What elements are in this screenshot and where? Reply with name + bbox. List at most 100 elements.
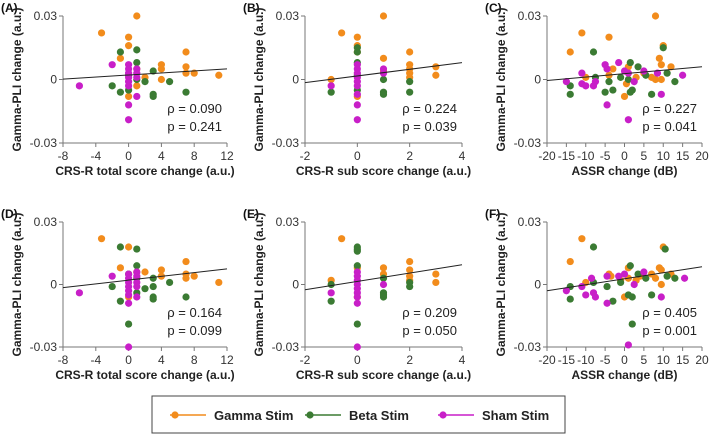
data-point-gamma-stim [157,266,165,274]
x-tick-label: 4 [459,149,466,163]
x-axis-label: ASSR change (dB) [571,164,677,178]
regression-line [62,68,228,80]
data-point-beta-stim [589,48,598,56]
data-point-gamma-stim [379,54,388,62]
data-point-sham-stim [578,69,586,77]
data-point-beta-stim [353,48,361,56]
data-point-beta-stim [609,86,617,94]
regression-line [304,62,463,84]
data-point-beta-stim [166,78,174,86]
x-tick-label: 10 [657,353,671,367]
y-axis-label: Gamma-PLI change (a.u.) [494,7,508,151]
data-point-beta-stim [406,78,414,86]
p-value-label: p = 0.001 [642,323,697,338]
data-point-gamma-stim [182,63,190,71]
legend-item-gamma-stim: Gamma Stim [170,408,293,423]
data-point-gamma-stim [133,82,141,90]
data-point-sham-stim [680,274,689,282]
data-point-gamma-stim [215,278,223,287]
x-tick-label: 0 [621,149,628,163]
data-point-sham-stim [640,67,648,75]
data-point-beta-stim [603,282,611,291]
data-point-gamma-stim [432,278,440,287]
data-point-beta-stim [108,282,116,291]
rho-label: ρ = 0.224 [402,101,457,116]
y-tick-label: 0 [292,278,299,292]
x-tick-label: -15 [558,149,576,163]
data-point-beta-stim [182,293,190,301]
x-tick-label: -20 [538,353,556,367]
data-point-sham-stim [603,65,611,73]
data-point-gamma-stim [651,274,660,282]
data-point-beta-stim [149,282,157,291]
data-point-sham-stim [75,82,83,90]
data-point-gamma-stim [338,235,346,243]
x-tick-label: 0 [354,149,361,163]
x-tick-label: 5 [641,149,648,163]
data-point-gamma-stim [578,235,586,243]
data-point-sham-stim [125,82,133,90]
y-tick-label: 0.03 [34,9,58,23]
data-point-gamma-stim [182,257,190,266]
data-point-gamma-stim [125,92,133,101]
data-point-beta-stim [379,274,388,282]
data-point-beta-stim [133,58,141,67]
data-point-gamma-stim [379,264,388,272]
data-point-beta-stim [642,274,650,282]
data-point-sham-stim [603,299,611,307]
regression-line [304,264,463,291]
x-tick-label: 12 [220,353,234,367]
x-tick-label: 20 [695,149,709,163]
data-point-beta-stim [566,90,574,98]
data-point-beta-stim [141,78,149,86]
p-value-label: p = 0.241 [167,119,222,134]
x-tick-label: 4 [459,353,466,367]
data-point-gamma-stim [182,48,190,56]
data-point-beta-stim [133,46,141,54]
data-point-sham-stim [75,289,83,297]
y-tick-label: 0.03 [518,9,542,23]
data-point-sham-stim [327,82,335,90]
p-value-label: p = 0.050 [402,323,457,338]
x-tick-label: 5 [641,353,648,367]
data-point-beta-stim [609,297,617,305]
x-tick-label: 0 [621,353,628,367]
data-point-beta-stim [648,90,656,98]
data-point-sham-stim [353,90,361,98]
data-point-gamma-stim [432,63,440,71]
data-point-gamma-stim [125,243,133,251]
data-point-sham-stim [582,291,590,299]
panel-label: (E) [243,207,259,221]
data-point-gamma-stim [157,65,165,73]
data-point-gamma-stim [566,257,574,266]
rho-label: ρ = 0.164 [167,305,222,320]
x-axis-label: CRS-R sub score change (a.u.) [296,368,471,382]
data-point-beta-stim [379,293,388,301]
data-point-gamma-stim [125,42,133,50]
y-axis-label: Gamma-PLI change (a.u.) [252,7,266,151]
y-axis-label: Gamma-PLI change (a.u.) [494,212,508,356]
data-point-beta-stim [628,293,636,301]
x-axis-label: ASSR change (dB) [571,368,677,382]
data-point-beta-stim [406,88,414,96]
data-point-sham-stim [133,282,141,291]
data-point-sham-stim [603,101,611,109]
data-point-gamma-stim [182,69,190,77]
data-point-beta-stim [661,245,669,253]
data-point-gamma-stim [215,71,223,79]
y-tick-label: 0 [534,73,541,87]
data-point-beta-stim [663,272,671,280]
data-point-sham-stim [591,293,600,301]
x-axis-label: CRS-R sub score change (a.u.) [296,164,471,178]
data-point-gamma-stim [667,63,675,71]
x-tick-label: 4 [158,149,165,163]
data-point-beta-stim [628,320,636,328]
data-point-beta-stim [605,78,613,86]
x-tick-label: 0 [125,149,132,163]
data-point-beta-stim [566,295,574,303]
data-point-gamma-stim [432,71,440,79]
data-point-beta-stim [149,92,157,101]
data-point-sham-stim [353,293,361,301]
